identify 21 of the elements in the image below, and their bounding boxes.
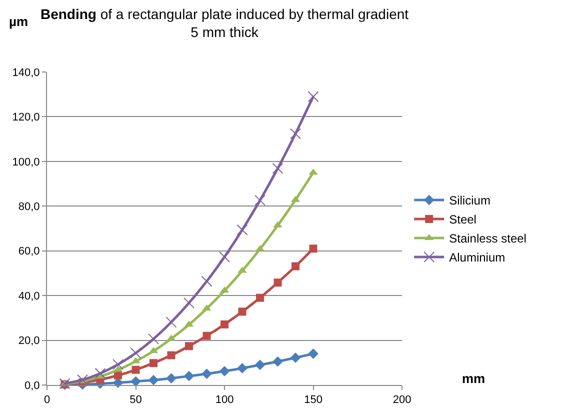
- y-tick-label: 40,0: [18, 290, 40, 302]
- y-tick-label: 140,0: [12, 66, 40, 79]
- y-tick-label: 120,0: [12, 112, 40, 124]
- y-tick-label: 0,0: [24, 380, 40, 392]
- legend-label: Steel: [449, 212, 476, 227]
- x-tick-label: 150: [304, 394, 322, 406]
- x-tick-label: 200: [392, 394, 412, 406]
- y-tick-label: 80,0: [18, 200, 40, 213]
- x-tick-label: 50: [130, 394, 142, 406]
- legend-label: Stainless steel: [449, 232, 526, 246]
- x-tick-label: 0: [44, 394, 50, 406]
- x-tick-label: 100: [215, 394, 234, 406]
- y-tick-label: 60,0: [18, 246, 40, 258]
- chart-subtitle: 5 mm thick: [190, 24, 260, 40]
- chart-title: Bending of a rectangular plate induced by thermal gradient: [40, 6, 409, 22]
- legend-label: Aluminium: [449, 250, 506, 265]
- y-axis-title: µm: [9, 14, 28, 29]
- legend-label: Silicium: [449, 194, 490, 208]
- y-tick-label: 20,0: [18, 335, 40, 348]
- x-axis-title: mm: [462, 371, 486, 386]
- y-tick-label: 100,0: [12, 156, 40, 168]
